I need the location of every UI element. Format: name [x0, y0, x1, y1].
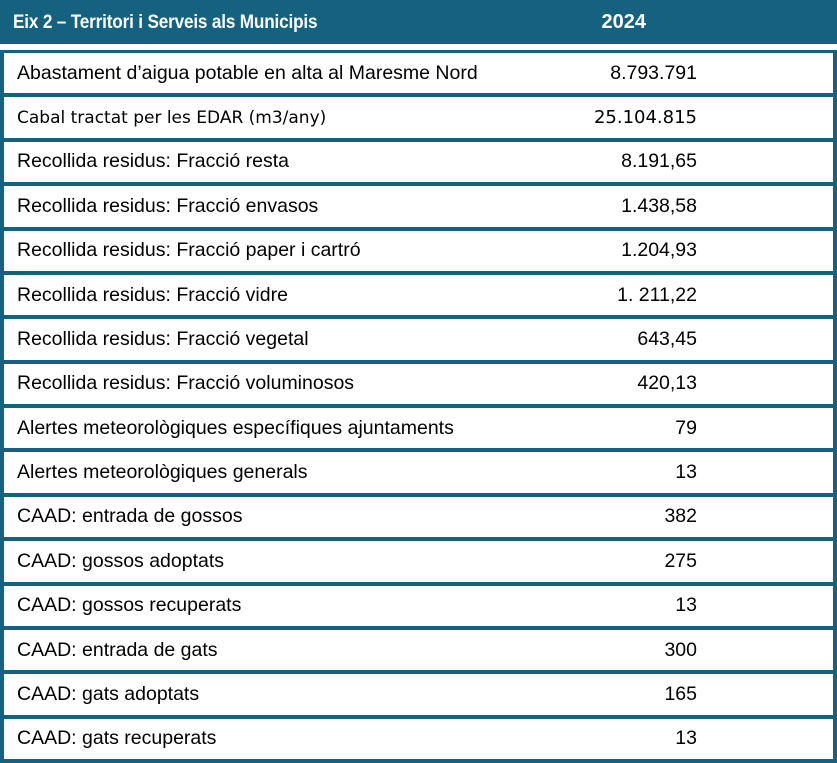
row-value: 25.104.815: [593, 107, 697, 129]
table-row: Recollida residus: Fracció vidre 1. 211,2…: [4, 274, 833, 320]
table-row: Recollida residus: Fracció vegetal 643,45: [4, 319, 833, 364]
table-row: Cabal tractat per les EDAR (m3/any) 25.10…: [4, 97, 833, 142]
row-value: 1.438,58: [621, 194, 697, 217]
table-row: CAAD: gossos adoptats 275: [4, 541, 833, 586]
table-body: Abastament d’aigua potable en alta al Ma…: [0, 50, 837, 763]
table-row: Recollida residus: Fracció paper i cartr…: [4, 230, 833, 275]
row-label: CAAD: gossos adoptats: [17, 549, 225, 572]
row-label: Alertes meteorològiques generals: [17, 461, 308, 484]
table-row: CAAD: gats adoptats 165: [4, 674, 833, 719]
row-label: Recollida residus: Fracció envasos: [17, 194, 319, 217]
row-label: Recollida residus: Fracció resta: [17, 150, 290, 173]
table-title: Eix 2 – Territori i Serveis als Municipi…: [0, 11, 507, 34]
row-label: Abastament d’aigua potable en alta al Ma…: [17, 61, 478, 84]
row-label: Recollida residus: Fracció paper i cartr…: [17, 239, 361, 262]
table-row: Recollida residus: Fracció envasos 1.438,…: [4, 186, 833, 231]
row-label: Alertes meteorològiques específiques aju…: [17, 416, 454, 439]
table-row: CAAD: entrada de gats 300: [4, 629, 833, 675]
row-value: 165: [664, 682, 697, 705]
table-row: Alertes meteorològiques generals 13: [4, 452, 833, 497]
row-value: 8.793.791: [610, 61, 697, 84]
row-label: CAAD: gossos recuperats: [17, 594, 242, 617]
row-value: 79: [675, 416, 697, 439]
row-value: 1. 211,22: [617, 283, 697, 306]
row-value: 275: [664, 549, 697, 572]
row-value: 382: [664, 505, 697, 528]
row-label: CAAD: gats recuperats: [17, 727, 217, 750]
row-label: CAAD: entrada de gats: [17, 638, 218, 661]
row-label: Recollida residus: Fracció voluminosos: [17, 372, 355, 395]
row-label: Recollida residus: Fracció vegetal: [17, 327, 309, 350]
table-row: CAAD: gats recuperats 13: [4, 718, 833, 759]
row-label: Recollida residus: Fracció vidre: [17, 283, 288, 306]
table-row: Recollida residus: Fracció resta 8.191,65: [4, 141, 833, 187]
table-row: Recollida residus: Fracció voluminosos 42…: [4, 363, 833, 408]
table-header-row: Eix 2 – Territori i Serveis als Municipi…: [0, 0, 837, 44]
row-label: CAAD: entrada de gossos: [17, 505, 243, 528]
row-label: Cabal tractat per les EDAR (m3/any): [17, 107, 327, 128]
row-value: 13: [675, 727, 697, 750]
row-value: 8.191,65: [621, 150, 697, 173]
table-row: CAAD: gossos recuperats 13: [4, 585, 833, 630]
table-row: Abastament d’aigua potable en alta al Ma…: [4, 53, 833, 98]
row-value: 420,13: [637, 372, 697, 395]
table-row: Alertes meteorològiques específiques aju…: [4, 408, 833, 453]
table-title-text: Eix 2 – Territori i Serveis als Municipi…: [13, 10, 318, 33]
row-value: 643,45: [637, 327, 697, 350]
row-label: CAAD: gats adoptats: [17, 682, 200, 705]
row-value: 1.204,93: [621, 239, 697, 262]
table-row: CAAD: entrada de gossos 382: [4, 496, 833, 542]
row-value: 13: [675, 594, 697, 617]
year-column-header: 2024: [601, 10, 647, 33]
row-value: 300: [664, 638, 697, 661]
row-value: 13: [675, 461, 697, 484]
